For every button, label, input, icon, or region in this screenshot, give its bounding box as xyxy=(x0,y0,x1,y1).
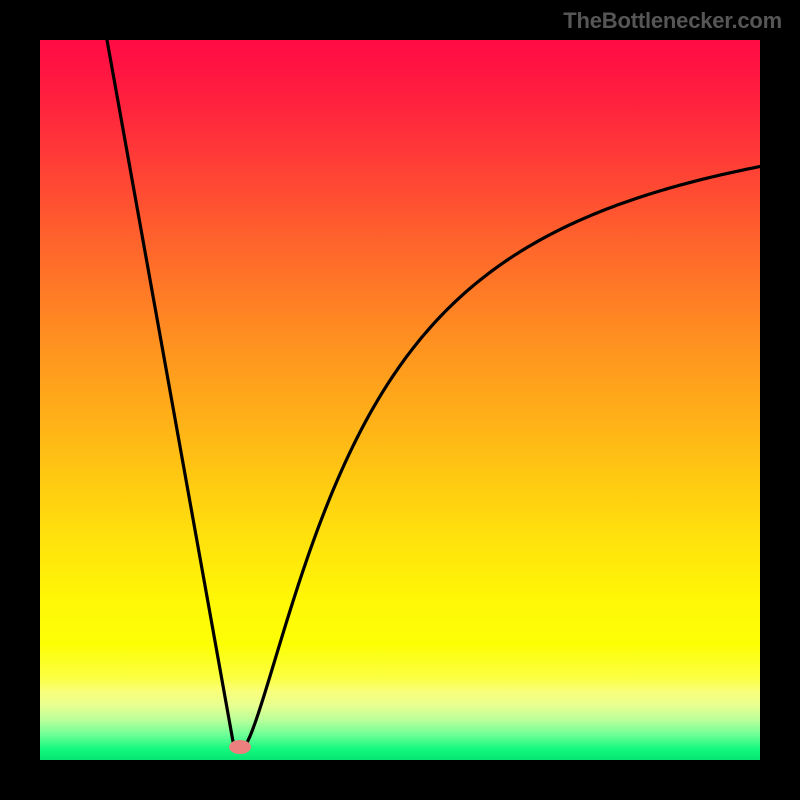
attribution-label: TheBottlenecker.com xyxy=(563,8,782,34)
minimum-marker xyxy=(229,740,251,754)
chart-root: TheBottlenecker.com xyxy=(0,0,800,800)
plot-area xyxy=(40,40,760,760)
curve-layer xyxy=(40,40,760,760)
